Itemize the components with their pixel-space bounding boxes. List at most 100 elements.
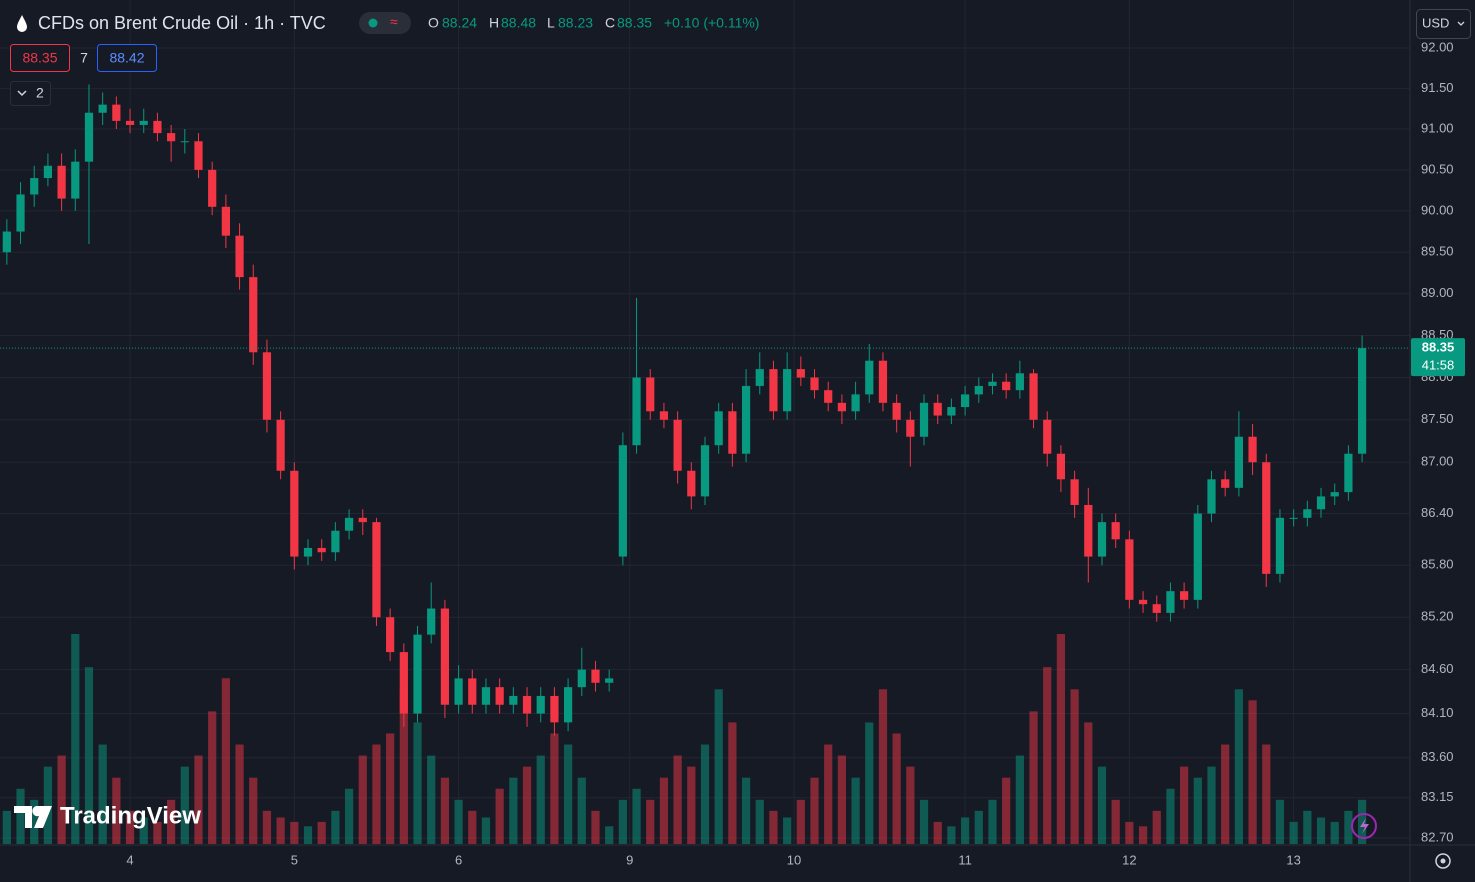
volume-bar — [1180, 766, 1189, 844]
volume-bar — [331, 810, 340, 844]
candle-body — [98, 104, 107, 113]
volume-bar — [591, 810, 600, 844]
x-tick-label: 10 — [787, 852, 801, 867]
volume-bar — [1097, 766, 1107, 844]
candle-body — [221, 206, 230, 236]
candle-body — [810, 377, 819, 391]
x-tick-label: 12 — [1122, 852, 1136, 867]
x-tick-label: 13 — [1286, 852, 1300, 867]
volume-bar — [303, 826, 313, 844]
volume-bar — [659, 777, 669, 844]
volume-bar — [741, 777, 751, 844]
candle-body — [43, 165, 53, 179]
volume-bar — [687, 766, 696, 844]
candle-body — [769, 369, 778, 412]
alert-bolt — [1360, 818, 1369, 834]
candle-body — [687, 470, 696, 497]
volume-bar — [1357, 799, 1367, 844]
candle-body — [591, 669, 600, 683]
candle-body — [495, 687, 504, 705]
y-tick-label: 83.60 — [1421, 749, 1454, 764]
volume-bar — [632, 788, 641, 844]
candle-body — [1221, 479, 1230, 488]
candle-body — [468, 678, 477, 705]
spread: 7 — [80, 50, 88, 66]
candle-body — [249, 277, 258, 353]
volume-bar — [57, 755, 66, 844]
buy-price[interactable]: 88.42 — [109, 50, 144, 66]
currency-select[interactable] — [1416, 9, 1471, 39]
volume-bar — [1070, 689, 1079, 844]
volume-bar — [249, 777, 258, 844]
candle-body — [427, 608, 436, 635]
volume-bar — [564, 744, 573, 844]
volume-bar — [468, 810, 477, 844]
candle-body — [235, 235, 244, 278]
volume-bar — [358, 755, 367, 844]
buy-button[interactable] — [97, 44, 157, 72]
alert-icon[interactable] — [1351, 813, 1377, 839]
volume-bar — [755, 799, 764, 844]
candle-body — [1275, 517, 1285, 574]
candle-body — [440, 608, 450, 705]
candle-body — [194, 141, 203, 170]
candle-body — [1289, 517, 1298, 519]
candle-body — [30, 178, 39, 195]
candle-body — [57, 165, 66, 199]
y-tick-label: 89.50 — [1421, 244, 1454, 259]
candle-body — [1262, 462, 1271, 574]
indicators-toggle[interactable] — [10, 81, 51, 106]
volume-bar — [577, 777, 586, 844]
candle-body — [550, 695, 559, 723]
chevron — [17, 90, 27, 97]
y-tick-label: 86.40 — [1421, 505, 1454, 520]
candle-body — [865, 360, 874, 395]
ohlc-label: L — [547, 15, 555, 31]
candle-body — [960, 394, 970, 408]
volume-bar — [1138, 826, 1148, 844]
ohlc-value: 88.24 — [442, 15, 477, 31]
candle-body — [906, 419, 915, 437]
volume-bar — [235, 744, 244, 844]
volume-bar — [1262, 744, 1271, 844]
candle-body — [1070, 479, 1079, 505]
candle-body — [1015, 373, 1024, 391]
candle-body — [522, 695, 532, 714]
volume-bar — [810, 777, 819, 844]
volume-bar — [1221, 744, 1230, 844]
volume-bar — [837, 755, 846, 844]
status-pill[interactable] — [359, 12, 411, 34]
volume-bar — [522, 766, 532, 844]
volume-bar — [1029, 711, 1038, 844]
sell-button[interactable] — [10, 44, 70, 72]
candle-body — [974, 385, 983, 395]
candle-body — [1111, 522, 1120, 540]
y-tick-label: 90.00 — [1421, 202, 1454, 217]
candle-body — [290, 470, 299, 557]
candle-body — [1084, 504, 1093, 557]
ohlc-label: H — [489, 15, 499, 31]
last-price: 88.35 — [1422, 340, 1455, 355]
candle-body — [139, 120, 148, 125]
candle-body — [1248, 436, 1257, 463]
volume-bar — [221, 678, 230, 844]
volume-bar — [769, 810, 778, 844]
candle-body — [1180, 591, 1189, 600]
volume-bar — [1289, 821, 1298, 844]
candle-body — [358, 517, 367, 523]
volume-bar — [1234, 689, 1243, 844]
volume-bar — [974, 810, 983, 844]
volume-bar — [1316, 817, 1326, 844]
candle-body — [208, 169, 217, 207]
x-tick-label: 5 — [291, 852, 298, 867]
candle-body — [605, 678, 614, 683]
currency[interactable]: USD — [1422, 15, 1449, 30]
candle-body — [112, 104, 121, 121]
candle-body — [618, 445, 627, 557]
settings-icon[interactable] — [1435, 853, 1451, 869]
volume-bar — [1015, 755, 1024, 844]
sell-price[interactable]: 88.35 — [22, 50, 57, 66]
y-tick-label: 87.50 — [1421, 411, 1454, 426]
volume-bar — [167, 799, 176, 844]
x-tick-label: 11 — [958, 852, 972, 867]
